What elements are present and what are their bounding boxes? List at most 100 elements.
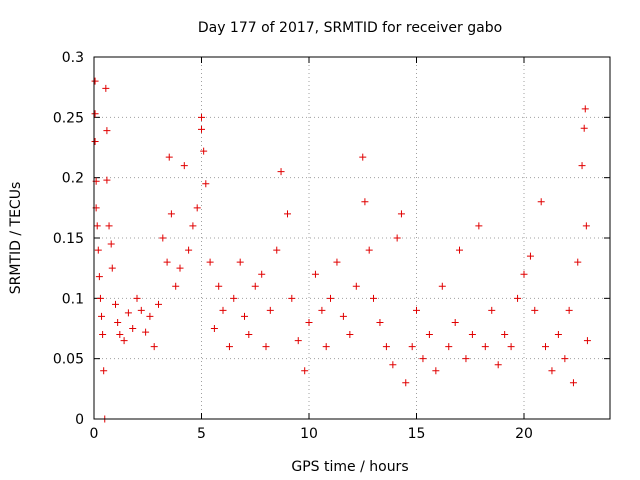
data-point xyxy=(159,234,167,242)
data-point xyxy=(189,222,197,230)
data-point xyxy=(468,331,476,339)
data-point xyxy=(322,343,330,351)
y-tick-label: 0.2 xyxy=(62,171,84,187)
data-point xyxy=(99,331,107,339)
data-point xyxy=(352,282,360,290)
data-point xyxy=(561,355,569,363)
y-tick-label: 0.25 xyxy=(53,110,84,126)
chart-title: Day 177 of 2017, SRMTID for receiver gab… xyxy=(198,20,502,36)
data-point xyxy=(94,246,102,254)
data-point xyxy=(501,331,509,339)
data-point xyxy=(507,343,515,351)
data-point xyxy=(359,153,367,161)
data-point xyxy=(481,343,489,351)
data-point xyxy=(583,337,591,345)
data-point xyxy=(333,258,341,266)
data-point xyxy=(102,84,110,92)
data-point xyxy=(574,258,582,266)
data-point xyxy=(176,264,184,272)
data-point xyxy=(582,222,590,230)
data-point xyxy=(91,77,99,85)
data-point xyxy=(569,379,577,387)
data-point xyxy=(155,300,162,308)
data-point xyxy=(137,306,145,314)
data-point xyxy=(361,198,369,206)
data-point xyxy=(397,210,405,218)
data-point xyxy=(514,294,522,302)
data-point xyxy=(520,270,528,278)
data-point xyxy=(202,180,210,188)
data-point xyxy=(408,343,416,351)
data-point xyxy=(193,204,201,212)
data-point xyxy=(266,306,274,314)
y-tick-label: 0.15 xyxy=(53,231,84,247)
data-point xyxy=(581,105,589,113)
y-axis-label: SRMTID / TECUs xyxy=(8,182,24,295)
data-point xyxy=(150,343,158,351)
data-point xyxy=(327,294,334,302)
data-point xyxy=(180,162,188,170)
data-point xyxy=(376,318,384,326)
data-point xyxy=(531,306,539,314)
data-point xyxy=(565,306,573,314)
data-point xyxy=(537,198,545,206)
data-point xyxy=(288,294,296,302)
data-point xyxy=(419,355,427,363)
data-point xyxy=(172,282,180,290)
data-point xyxy=(163,258,171,266)
data-point xyxy=(339,312,347,320)
plot-frame xyxy=(93,56,611,420)
x-tick-label: 20 xyxy=(515,426,533,442)
x-tick-label: 0 xyxy=(90,426,99,442)
data-point xyxy=(548,367,556,375)
data-point xyxy=(284,210,291,218)
data-point xyxy=(91,137,99,145)
data-point xyxy=(215,282,223,290)
tick-labels: 0 5 10 15 20 0 0.05 0.1 0.15 0.2 0.25 0.3 xyxy=(53,50,533,442)
data-point xyxy=(526,252,534,260)
y-tick-label: 0.3 xyxy=(62,50,84,66)
data-point xyxy=(96,294,104,302)
data-points xyxy=(91,77,591,423)
data-point xyxy=(277,168,285,176)
data-point xyxy=(578,162,586,170)
data-point xyxy=(311,270,319,278)
data-point xyxy=(165,153,173,161)
x-tick-label: 10 xyxy=(300,426,318,442)
data-point xyxy=(554,331,562,339)
data-point xyxy=(245,331,253,339)
data-point xyxy=(142,328,150,336)
data-point xyxy=(91,110,99,118)
data-point xyxy=(382,343,390,351)
axis-ticks xyxy=(93,56,610,420)
data-point xyxy=(116,331,124,339)
data-point xyxy=(438,282,446,290)
data-point xyxy=(462,355,470,363)
data-point xyxy=(146,312,154,320)
data-point xyxy=(225,343,233,351)
data-point xyxy=(251,282,259,290)
data-point xyxy=(108,264,116,272)
x-tick-label: 15 xyxy=(408,426,426,442)
data-point xyxy=(494,361,502,369)
data-point xyxy=(198,113,205,121)
data-point xyxy=(103,176,111,184)
data-point xyxy=(262,343,270,351)
data-point xyxy=(230,294,238,302)
data-point xyxy=(133,294,141,302)
data-point xyxy=(413,306,420,314)
data-point xyxy=(185,246,193,254)
data-point xyxy=(475,222,483,230)
data-point xyxy=(393,234,401,242)
data-point xyxy=(167,210,175,218)
data-point xyxy=(129,325,137,332)
y-tick-label: 0.05 xyxy=(53,352,84,368)
data-point xyxy=(105,222,113,230)
data-point xyxy=(294,337,302,345)
data-point xyxy=(370,294,377,302)
data-point xyxy=(456,246,463,254)
data-point xyxy=(346,331,354,339)
data-point xyxy=(445,343,453,351)
